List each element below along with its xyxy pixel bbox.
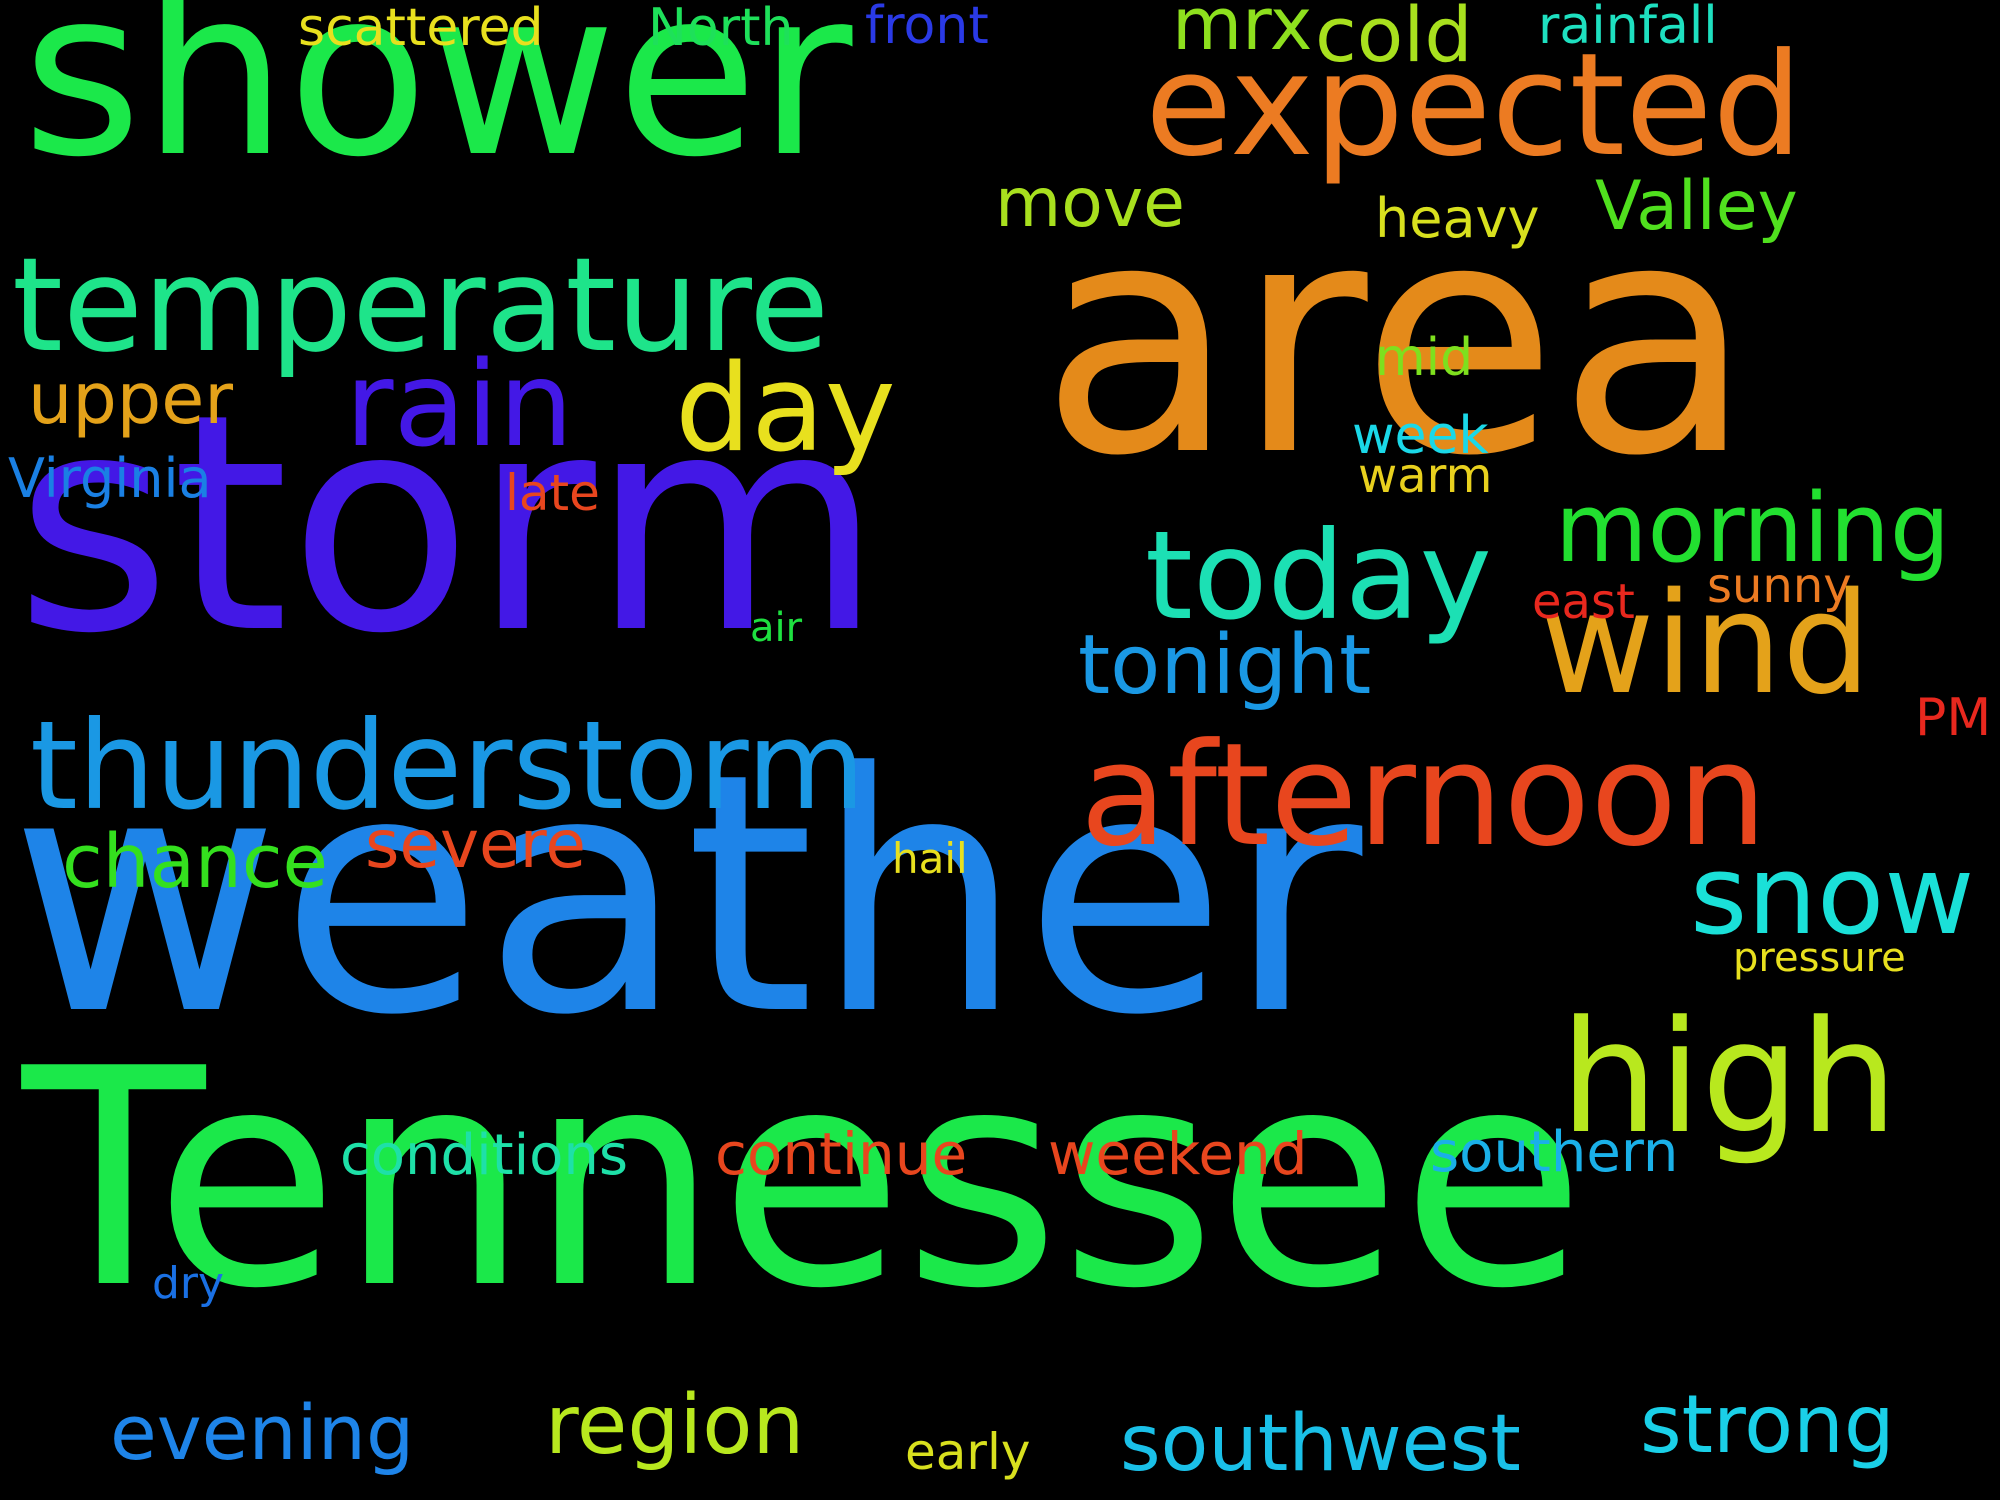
word-air: air (750, 605, 803, 651)
word-southern: southern (1430, 1120, 1679, 1185)
word-mid: mid (1375, 328, 1474, 388)
word-weather: weather (10, 703, 1363, 1087)
word-continue: continue (715, 1120, 968, 1188)
word-strong: strong (1640, 1378, 1895, 1471)
word-virginia: Virginia (8, 447, 212, 510)
word-temperature: temperature (12, 229, 830, 381)
word-tennessee: Tennessee (22, 1005, 1586, 1354)
word-area: area (1040, 154, 1754, 526)
word-early: early (905, 1423, 1031, 1481)
word-late: late (505, 464, 600, 522)
word-region: region (545, 1378, 805, 1473)
word-week: week (1352, 406, 1489, 466)
word-sunny: sunny (1707, 558, 1852, 614)
word-cold: cold (1315, 0, 1473, 79)
word-tonight: tonight (1078, 618, 1372, 713)
word-front: front (865, 0, 989, 56)
word-evening: evening (110, 1388, 415, 1477)
word-pm: PM (1915, 688, 1992, 748)
word-rainfall: rainfall (1538, 0, 1718, 56)
word-heavy: heavy (1375, 187, 1540, 250)
word-severe: severe (365, 806, 586, 883)
word-wind: wind (1540, 563, 1871, 726)
word-snow: snow (1690, 831, 1975, 959)
word-conditions: conditions (340, 1123, 629, 1188)
word-southwest: southwest (1120, 1399, 1521, 1489)
word-expected: expected (1145, 23, 1803, 188)
word-east: east (1532, 574, 1635, 630)
word-afternoon: afternoon (1080, 713, 1768, 878)
word-thunderstorm: thunderstorm (30, 695, 866, 837)
word-move: move (995, 164, 1185, 243)
word-mrx: mrx (1172, 0, 1313, 66)
word-valley: Valley (1595, 167, 1798, 246)
word-storm: storm (15, 350, 883, 699)
word-pressure: pressure (1733, 935, 1906, 981)
word-upper: upper (28, 358, 234, 440)
word-rain: rain (345, 335, 574, 473)
word-today: today (1145, 505, 1492, 647)
word-day: day (675, 340, 896, 479)
word-dry: dry (152, 1258, 225, 1309)
word-chance: chance (62, 819, 329, 905)
word-scattered: scattered (298, 0, 544, 58)
word-shower: shower (22, 0, 853, 208)
word-morning: morning (1555, 474, 1951, 584)
word-warm: warm (1358, 448, 1493, 504)
word-weekend: weekend (1048, 1120, 1308, 1188)
word-north: North (648, 0, 794, 58)
word-high: high (1560, 987, 1898, 1168)
word-hail: hail (892, 834, 968, 883)
